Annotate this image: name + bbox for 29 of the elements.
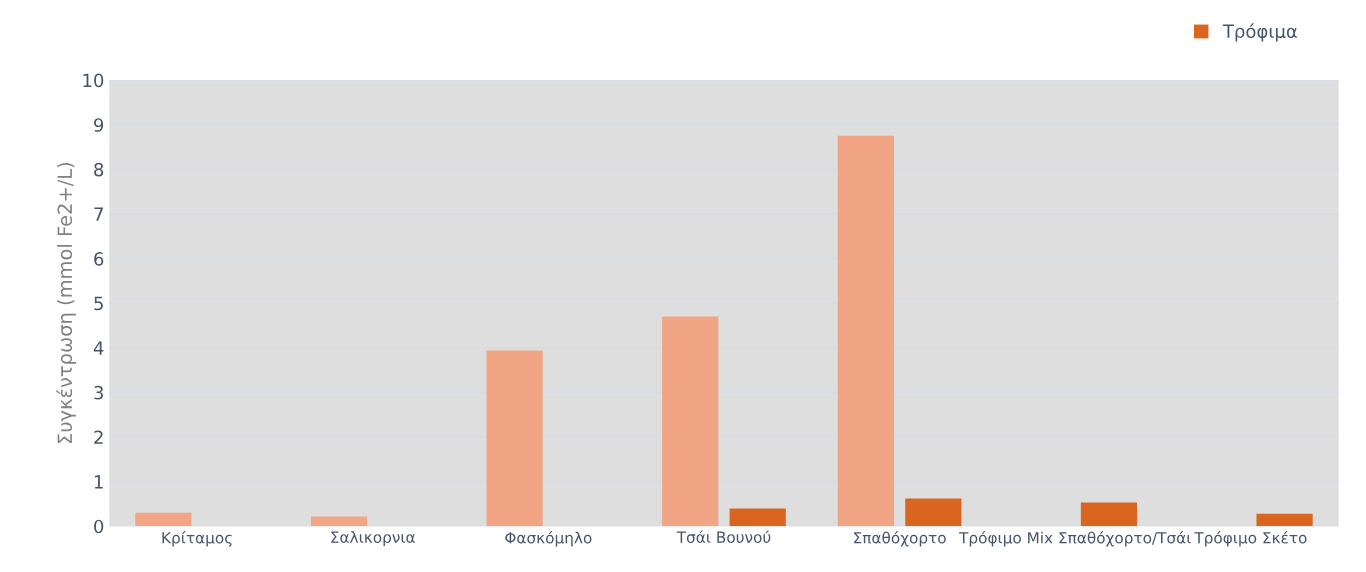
bar bbox=[662, 316, 719, 527]
y-tick-label: 2 bbox=[94, 430, 103, 444]
y-axis-title: Συγκέντρωση (mmol Fe2+/L) bbox=[56, 162, 76, 444]
y-tick-label: 0 bbox=[94, 519, 104, 534]
x-tick-label: Κρίταμος bbox=[162, 531, 232, 547]
y-tick-label: 7 bbox=[94, 207, 103, 221]
bar bbox=[837, 135, 894, 527]
y-tick-label: 8 bbox=[94, 162, 104, 177]
bar bbox=[1256, 513, 1313, 527]
x-tick-label: Σαλικορνια bbox=[331, 531, 415, 546]
y-tick-label: 6 bbox=[94, 252, 104, 266]
y-tick-label: 10 bbox=[83, 73, 104, 88]
y-tick-label: 9 bbox=[94, 118, 104, 132]
bar bbox=[729, 508, 786, 527]
y-tick-label: 3 bbox=[94, 385, 103, 400]
bar bbox=[486, 350, 543, 527]
x-tick-label: Τρόφιμο Mix Σπαθόχορτο/Τσάι bbox=[959, 531, 1191, 547]
bar bbox=[135, 512, 192, 527]
y-tick-label: 5 bbox=[94, 296, 103, 311]
x-tick-label: Τσάι Βουνού bbox=[676, 530, 771, 543]
x-tick-label: Φασκόμηλο bbox=[505, 531, 592, 547]
y-tick-label: 1 bbox=[94, 475, 103, 489]
bar bbox=[1080, 502, 1138, 527]
bar bbox=[905, 498, 962, 527]
x-tick-label: Τρόφιμο Σκέτο bbox=[1194, 531, 1307, 547]
x-tick-label: Σπαθόχορτο bbox=[854, 531, 946, 547]
legend-label: Τρόφιμα bbox=[1222, 23, 1297, 42]
bar bbox=[310, 516, 368, 527]
y-tick-label: 4 bbox=[93, 341, 104, 355]
